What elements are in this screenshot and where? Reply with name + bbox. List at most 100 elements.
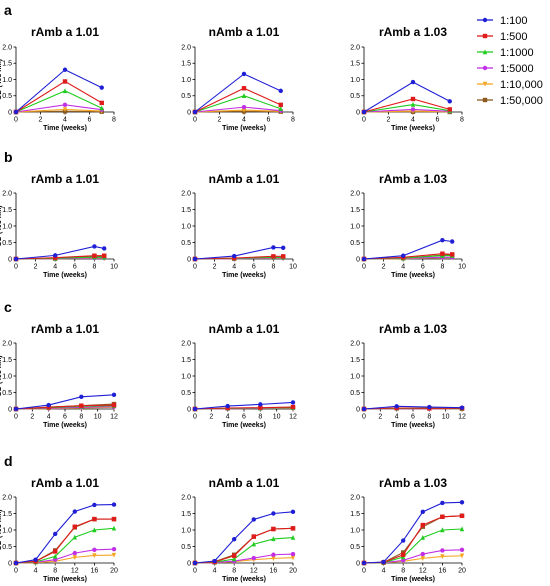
- subplot-title: rAmb a 1.01: [31, 476, 99, 490]
- subplot-a-3: rAmb a 1.03 0 0.5 1.0 1.5 2.0 0 2 4 6 8 Time (weeks…: [350, 25, 464, 132]
- data-point: [72, 509, 78, 514]
- data-point: [290, 534, 296, 540]
- data-point: [13, 109, 19, 115]
- data-point: [232, 253, 237, 259]
- legend-label: 1:100: [500, 15, 528, 27]
- series-1-100: [192, 400, 296, 412]
- legend-marker: [482, 49, 488, 55]
- y-tick-label: 2.0: [350, 44, 360, 51]
- y-tick-label: 1.5: [350, 207, 360, 214]
- data-point: [401, 550, 406, 555]
- subplot-b-2: nAmb a 1.01 0 0.5 1.0 1.5 2.0 0 2 4 6 8 10 Time (wee…: [181, 172, 297, 279]
- data-point: [290, 526, 296, 531]
- panel-c: c rAmb a 1.01 0 0.5 1.0 1.5 2.0 0 2 4 6 8 10 12 Time (…: [0, 299, 466, 429]
- x-tick-label: 0: [14, 568, 18, 575]
- x-tick-label: 0: [193, 117, 197, 124]
- data-point: [447, 99, 452, 104]
- data-point: [53, 255, 58, 260]
- x-tick-label: 2: [387, 117, 391, 124]
- x-tick-label: 4: [382, 568, 386, 575]
- subplot-title: nAmb a 1.01: [209, 25, 280, 39]
- subplot-title: rAmb a 1.01: [31, 25, 99, 39]
- y-tick-label: 2.0: [350, 494, 360, 501]
- subplot-b-3: rAmb a 1.03 0 0.5 1.0 1.5 2.0 0 2 4 6 8 10 Time (wee…: [350, 172, 466, 279]
- x-tick-label: 4: [63, 117, 67, 124]
- subplot-c-1: rAmb a 1.01 0 0.5 1.0 1.5 2.0 0 2 4 6 8 10 12 Time (w…: [0, 322, 118, 429]
- x-tick-label: 10: [273, 414, 281, 421]
- data-point: [281, 254, 286, 259]
- y-tick-label: 1.0: [181, 77, 191, 84]
- data-point: [251, 534, 256, 539]
- data-point: [290, 555, 296, 561]
- y-tick-label: 1.5: [2, 511, 12, 518]
- x-tick-label: 6: [73, 264, 77, 271]
- data-point: [278, 88, 283, 94]
- y-tick-label: 1.5: [181, 357, 191, 364]
- y-axis-title: OD (405 nm): [0, 355, 3, 396]
- y-tick-label: 0.5: [350, 240, 360, 247]
- data-point: [62, 79, 68, 84]
- x-tick-label: 0: [193, 264, 197, 271]
- y-tick-label: 1.0: [181, 527, 191, 534]
- legend-item: 1:5000: [477, 63, 534, 75]
- x-axis-title: Time (weeks): [391, 125, 435, 132]
- subplot-d-3: rAmb a 1.03 0 0.5 1.0 1.5 2.0 0 4 8 12 16 20 Time (w…: [350, 476, 466, 583]
- x-tick-label: 6: [242, 414, 246, 421]
- data-point: [401, 253, 406, 258]
- x-tick-label: 0: [362, 568, 366, 575]
- x-tick-label: 4: [401, 264, 405, 271]
- data-point: [53, 553, 58, 559]
- y-tick-label: 0: [356, 560, 360, 567]
- y-tick-label: 2.0: [350, 190, 360, 197]
- legend-label: 1:5000: [500, 63, 534, 75]
- data-point: [440, 514, 445, 519]
- y-tick-label: 1.5: [181, 61, 191, 68]
- y-tick-label: 2.0: [181, 340, 191, 347]
- data-point: [212, 558, 217, 564]
- x-tick-label: 4: [395, 414, 399, 421]
- y-axis-title: OD (405 nm): [0, 205, 3, 246]
- legend-marker: [482, 97, 488, 103]
- x-tick-label: 0: [193, 568, 197, 575]
- x-tick-label: 0: [14, 117, 18, 124]
- data-point: [72, 534, 77, 540]
- x-tick-label: 8: [53, 568, 57, 575]
- data-point: [401, 552, 406, 557]
- series-line: [15, 527, 115, 564]
- x-tick-label: 0: [14, 414, 18, 421]
- data-point: [361, 109, 367, 115]
- panel-label: a: [4, 2, 12, 18]
- legend-marker: [482, 65, 488, 71]
- legend-label: 1:1000: [500, 47, 534, 59]
- series-line: [15, 518, 114, 564]
- y-tick-label: 1.0: [350, 527, 360, 534]
- data-point: [450, 239, 455, 244]
- data-point: [72, 524, 77, 529]
- x-tick-label: 2: [382, 264, 386, 271]
- series-line: [15, 80, 103, 113]
- x-tick-label: 8: [271, 264, 275, 271]
- data-point: [271, 254, 276, 259]
- x-tick-label: 4: [47, 414, 51, 421]
- data-point: [278, 102, 283, 108]
- y-tick-label: 0.5: [2, 390, 12, 397]
- x-axis-title: Time (weeks): [222, 422, 266, 429]
- series-line: [194, 401, 294, 410]
- y-axis-title: OD (405 nm): [0, 59, 3, 100]
- data-point: [72, 555, 77, 560]
- x-tick-label: 12: [110, 414, 118, 421]
- series-1-10-000: [13, 552, 117, 566]
- data-point: [53, 531, 58, 537]
- legend-item: 1:50,000: [477, 95, 543, 107]
- series-1-100: [361, 79, 452, 115]
- x-tick-label: 12: [71, 568, 79, 575]
- y-tick-label: 2.0: [181, 494, 191, 501]
- series-line: [194, 527, 294, 564]
- x-tick-label: 0: [362, 264, 366, 271]
- data-point: [361, 406, 367, 412]
- y-tick-label: 0.5: [181, 390, 191, 397]
- y-tick-label: 0: [356, 256, 360, 263]
- x-tick-label: 16: [270, 568, 278, 575]
- x-tick-label: 2: [218, 117, 222, 124]
- data-point: [192, 560, 198, 566]
